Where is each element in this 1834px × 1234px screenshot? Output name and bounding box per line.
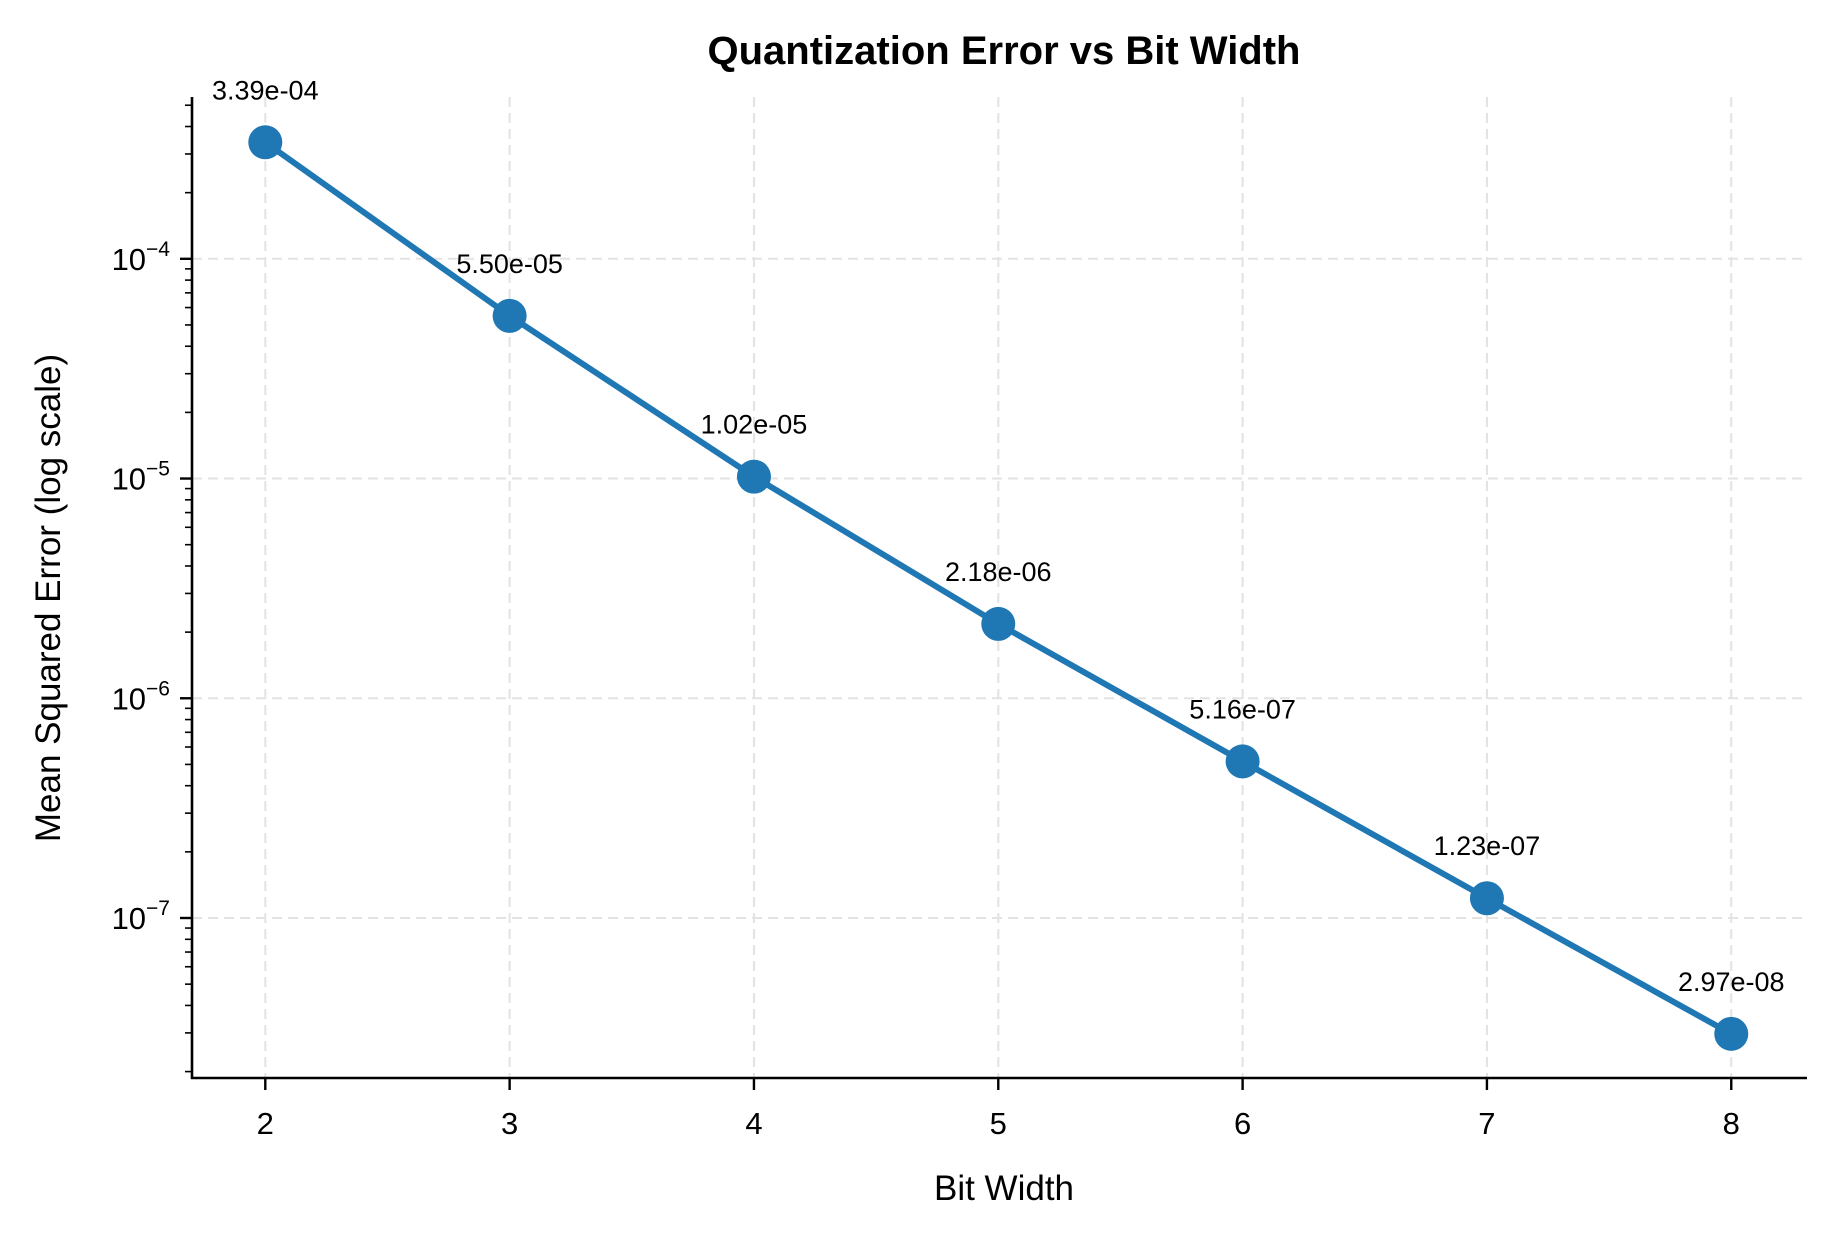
- data-point-label: 1.23e-07: [1434, 831, 1541, 861]
- x-axis-ticks: 2 3 4 5 6 7 8: [257, 1078, 1740, 1141]
- x-tick-label: 2: [257, 1106, 274, 1141]
- y-axis-ticks: 10−4 10−5 10−6 10−7: [112, 238, 192, 936]
- y-axis-label: Mean Squared Error (log scale): [29, 354, 68, 842]
- data-point-label: 2.97e-08: [1678, 967, 1785, 997]
- x-tick-label: 8: [1723, 1106, 1740, 1141]
- chart-title: Quantization Error vs Bit Width: [708, 29, 1301, 73]
- data-point-marker: [1469, 881, 1504, 916]
- data-labels: 3.39e-04 5.50e-05 1.02e-05 2.18e-06 5.16e-07…: [212, 75, 1785, 997]
- data-point-label: 5.50e-05: [456, 249, 563, 279]
- data-point-marker: [736, 459, 771, 494]
- x-tick-label: 7: [1478, 1106, 1495, 1141]
- grid-lines: [192, 97, 1807, 1078]
- data-point-marker: [492, 298, 527, 333]
- y-tick-label: 10−6: [112, 677, 170, 716]
- y-tick-label: 10−5: [112, 458, 170, 497]
- data-point-label: 5.16e-07: [1189, 694, 1296, 724]
- x-tick-label: 6: [1234, 1106, 1251, 1141]
- data-point-marker: [981, 606, 1016, 641]
- data-point-label: 1.02e-05: [701, 410, 808, 440]
- x-axis-label: Bit Width: [934, 1169, 1074, 1208]
- y-tick-label: 10−7: [112, 897, 170, 936]
- x-tick-label: 5: [990, 1106, 1007, 1141]
- x-tick-label: 4: [745, 1106, 762, 1141]
- data-point-label: 3.39e-04: [212, 75, 319, 105]
- x-tick-label: 3: [501, 1106, 518, 1141]
- data-point-label: 2.18e-06: [945, 557, 1052, 587]
- data-point-marker: [1714, 1016, 1749, 1051]
- series-markers: [248, 125, 1749, 1051]
- series-mse: 3.39e-04 5.50e-05 1.02e-05 2.18e-06 5.16e-07…: [212, 75, 1785, 1051]
- data-point-marker: [248, 125, 283, 160]
- data-point-marker: [1225, 744, 1260, 779]
- y-tick-label: 10−4: [112, 238, 171, 277]
